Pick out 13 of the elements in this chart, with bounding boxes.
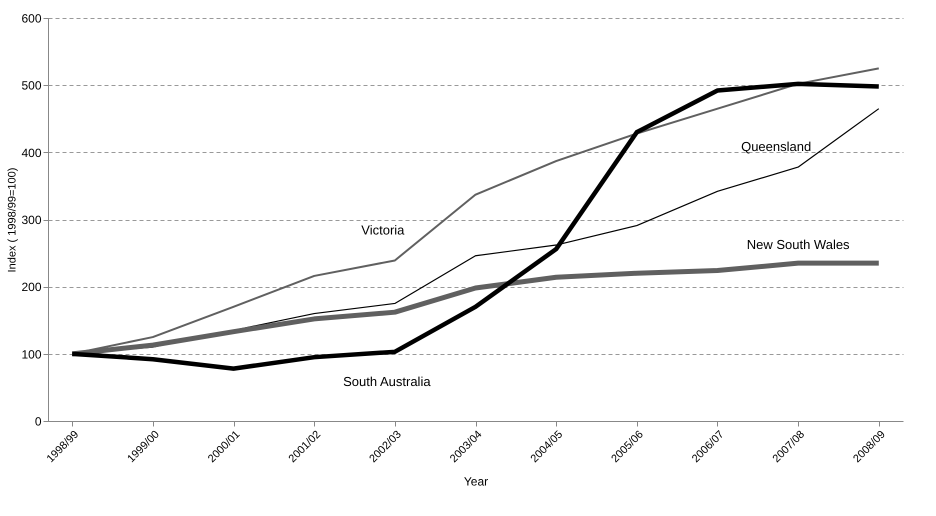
- y-axis-title: Index ( 1998/99=100): [6, 168, 18, 272]
- series-label: Victoria: [361, 222, 406, 238]
- series-label: New South Wales: [746, 237, 850, 252]
- y-tick-label: 0: [34, 414, 42, 428]
- y-tick-label: 100: [21, 347, 42, 362]
- y-tick-label: 200: [21, 280, 42, 294]
- y-tick-label: 600: [21, 12, 42, 26]
- y-tick-label: 300: [21, 213, 42, 227]
- series-label: Queensland: [741, 139, 812, 154]
- y-tick-label: 500: [21, 78, 42, 93]
- x-axis-title: Year: [464, 474, 488, 488]
- y-tick-label: 400: [21, 146, 42, 160]
- series-label: South Australia: [343, 374, 432, 389]
